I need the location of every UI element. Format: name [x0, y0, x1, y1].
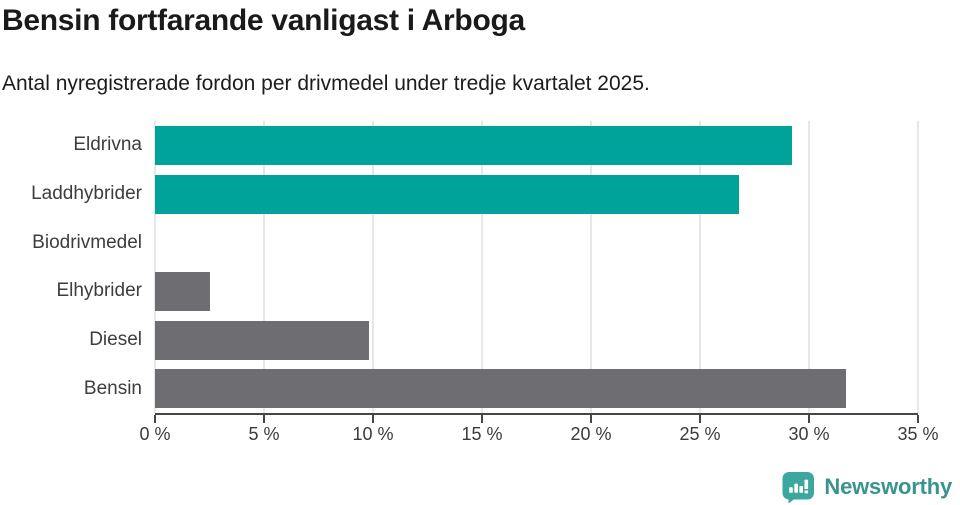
axis-tick [154, 415, 156, 423]
axis-tick-label: 20 % [570, 424, 612, 444]
newsworthy-wordmark: Newsworthy [824, 474, 952, 499]
gridline [917, 121, 919, 413]
chart-title: Bensin fortfarande vanligast i Arboga [2, 4, 525, 37]
category-label: Elhybrider [56, 280, 142, 302]
bar-eldrivna [155, 125, 792, 165]
category-label: Diesel [89, 329, 142, 350]
bar-diesel [155, 320, 369, 360]
axis-tick [808, 415, 810, 423]
category-label: Bensin [83, 377, 142, 399]
axis-tick [699, 415, 701, 423]
axis-tick-label: 0 % [139, 424, 171, 444]
newsworthy-bar-chart-speech-bubble-icon [782, 471, 815, 503]
axis-tick-label: 30 % [788, 424, 830, 444]
bar-bensin [155, 369, 847, 409]
gridline [154, 121, 156, 413]
axis-tick-label: 25 % [679, 424, 721, 444]
axis-tick [481, 415, 483, 423]
axis-tick [262, 415, 265, 423]
axis-tick [371, 415, 374, 423]
gridline [808, 121, 810, 413]
gridline [589, 121, 592, 413]
axis-tick-label: 5 % [248, 424, 280, 444]
newsworthy-logo: Newsworthy [781, 470, 952, 504]
axis-tick [917, 415, 919, 423]
category-label: Laddhybrider [31, 183, 142, 204]
axis-tick-label: 35 % [897, 424, 939, 444]
gridline [371, 121, 374, 413]
gridline [262, 121, 265, 413]
bar-elhybrider [155, 271, 210, 311]
gridline [699, 121, 701, 413]
x-axis-tick-labels: 0 % 5 % 10 % 15 % 20 % 25 % 30 % 35 % [139, 424, 938, 446]
y-axis-category-labels: Eldrivna Laddhybrider Biodrivmedel Elhybrid… [0, 121, 142, 413]
category-label: Biodrivmedel [32, 231, 142, 253]
plot-area [154, 121, 919, 413]
bar-laddhybrider [155, 174, 740, 214]
axis-tick-label: 15 % [461, 424, 503, 444]
x-axis-line [154, 413, 919, 423]
axis-tick [589, 415, 592, 423]
axis-tick-label: 10 % [352, 424, 394, 444]
category-label: Eldrivna [73, 134, 142, 156]
gridline [481, 121, 483, 413]
chart-subtitle: Antal nyregistrerade fordon per drivmede… [2, 72, 650, 95]
